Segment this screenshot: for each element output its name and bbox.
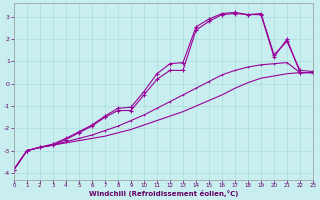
X-axis label: Windchill (Refroidissement éolien,°C): Windchill (Refroidissement éolien,°C) (89, 190, 238, 197)
